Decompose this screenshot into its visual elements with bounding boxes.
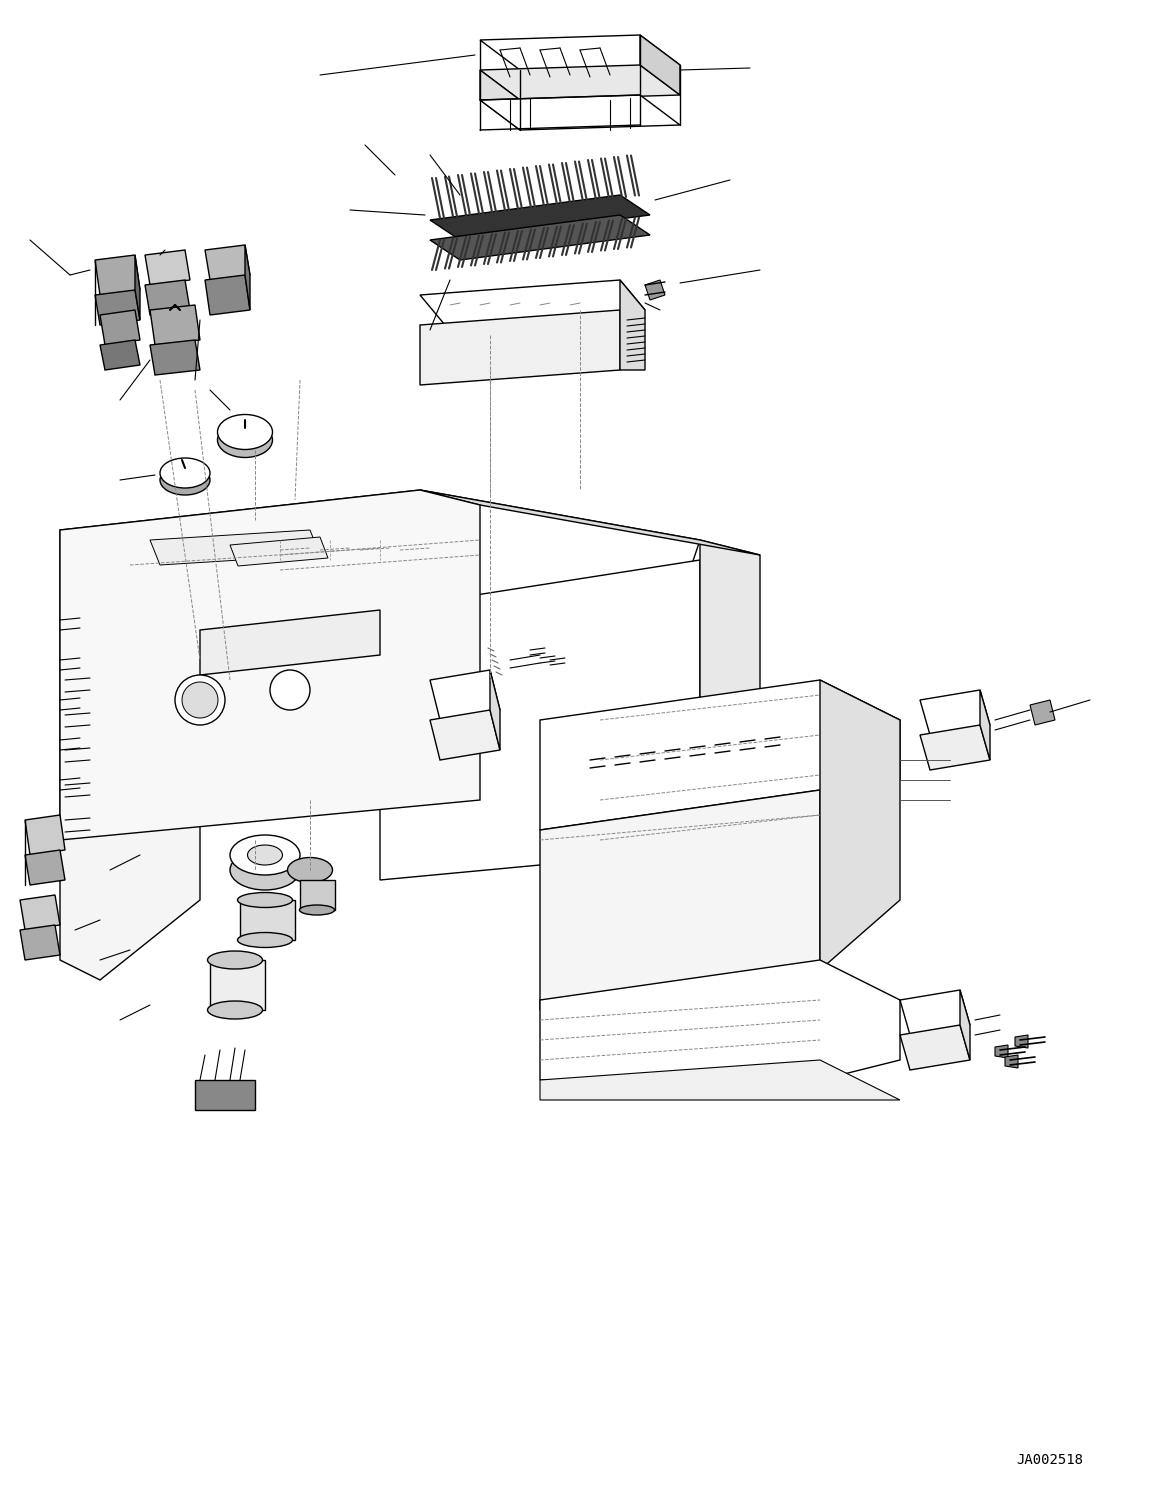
- Polygon shape: [380, 559, 700, 879]
- Ellipse shape: [207, 1001, 263, 1019]
- Polygon shape: [150, 339, 200, 375]
- Polygon shape: [490, 670, 500, 750]
- Polygon shape: [820, 680, 900, 970]
- Polygon shape: [645, 280, 665, 301]
- Polygon shape: [959, 990, 970, 1059]
- Ellipse shape: [300, 905, 335, 915]
- Polygon shape: [920, 690, 990, 735]
- Polygon shape: [211, 960, 265, 1010]
- Polygon shape: [700, 540, 759, 850]
- Polygon shape: [480, 36, 680, 70]
- Ellipse shape: [217, 415, 272, 449]
- Ellipse shape: [237, 933, 293, 948]
- Polygon shape: [60, 490, 700, 629]
- Polygon shape: [24, 850, 65, 885]
- Polygon shape: [620, 280, 645, 371]
- Polygon shape: [150, 530, 320, 565]
- Ellipse shape: [217, 423, 272, 457]
- Polygon shape: [920, 725, 990, 769]
- Polygon shape: [980, 690, 990, 760]
- Polygon shape: [300, 879, 335, 911]
- Ellipse shape: [160, 464, 211, 496]
- Polygon shape: [640, 36, 680, 95]
- Polygon shape: [100, 339, 140, 371]
- Polygon shape: [24, 815, 65, 856]
- Polygon shape: [205, 275, 250, 315]
- Polygon shape: [430, 195, 650, 240]
- Circle shape: [181, 682, 217, 719]
- Polygon shape: [430, 670, 500, 720]
- Polygon shape: [95, 290, 140, 324]
- Polygon shape: [540, 1059, 900, 1100]
- Polygon shape: [245, 246, 250, 310]
- Circle shape: [270, 670, 311, 710]
- Ellipse shape: [287, 857, 333, 882]
- Polygon shape: [20, 894, 60, 930]
- Polygon shape: [195, 1080, 255, 1110]
- Polygon shape: [145, 280, 190, 315]
- Polygon shape: [430, 214, 650, 260]
- Polygon shape: [1005, 1055, 1018, 1068]
- Polygon shape: [430, 710, 500, 760]
- Polygon shape: [60, 490, 480, 841]
- Ellipse shape: [230, 850, 300, 890]
- Ellipse shape: [237, 893, 293, 908]
- Ellipse shape: [230, 835, 300, 875]
- Polygon shape: [900, 990, 970, 1036]
- Polygon shape: [135, 254, 140, 320]
- Polygon shape: [420, 490, 759, 555]
- Polygon shape: [60, 600, 200, 981]
- Polygon shape: [540, 680, 900, 830]
- Polygon shape: [420, 310, 620, 385]
- Polygon shape: [200, 610, 380, 676]
- Polygon shape: [230, 537, 328, 565]
- Polygon shape: [150, 305, 200, 345]
- Ellipse shape: [248, 845, 283, 865]
- Polygon shape: [240, 900, 295, 940]
- Polygon shape: [480, 65, 680, 100]
- Polygon shape: [480, 95, 680, 129]
- Polygon shape: [95, 254, 140, 295]
- Polygon shape: [1030, 699, 1055, 725]
- Polygon shape: [205, 246, 250, 280]
- Polygon shape: [900, 1025, 970, 1070]
- Polygon shape: [540, 960, 900, 1080]
- Circle shape: [174, 676, 224, 725]
- Polygon shape: [100, 310, 140, 345]
- Ellipse shape: [160, 458, 211, 488]
- Ellipse shape: [207, 951, 263, 969]
- Polygon shape: [480, 70, 520, 129]
- Polygon shape: [145, 250, 190, 286]
- Polygon shape: [540, 790, 820, 1010]
- Polygon shape: [420, 280, 645, 324]
- Text: JA002518: JA002518: [1016, 1452, 1084, 1467]
- Polygon shape: [996, 1045, 1008, 1058]
- Polygon shape: [1015, 1036, 1028, 1048]
- Polygon shape: [20, 926, 60, 960]
